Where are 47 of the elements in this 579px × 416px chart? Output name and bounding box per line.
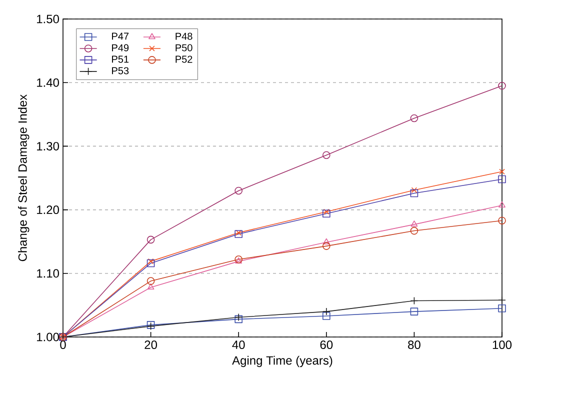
point — [498, 304, 506, 312]
x-tick-label: 0 — [60, 340, 66, 350]
x-tick-label: 40 — [232, 340, 245, 350]
point — [410, 220, 418, 227]
x-tick-label: 80 — [408, 340, 420, 350]
point — [410, 226, 418, 235]
point — [147, 283, 154, 290]
point — [410, 296, 418, 305]
x-tick-label: 60 — [320, 340, 333, 350]
point — [322, 210, 330, 218]
point — [322, 242, 330, 250]
point — [410, 308, 418, 316]
x-tick-label: 100 — [492, 340, 512, 350]
point — [146, 236, 155, 244]
point — [498, 175, 506, 184]
point — [411, 187, 418, 193]
x-tick-label: 20 — [144, 340, 158, 350]
x-axis-title: Aging Time (years) — [232, 356, 332, 368]
legend-label: P52 — [176, 56, 192, 63]
point — [322, 151, 330, 160]
legend-label: P51 — [112, 56, 129, 63]
legend-label: P47 — [112, 32, 129, 40]
point — [498, 216, 506, 225]
point — [410, 114, 418, 122]
legend-label: P50 — [176, 44, 192, 52]
point — [498, 82, 506, 90]
y-tick-label: 1.20 — [37, 206, 60, 214]
point — [234, 186, 243, 195]
point — [324, 208, 330, 215]
y-tick-label: 1.40 — [37, 78, 60, 87]
point — [498, 201, 506, 208]
point — [499, 168, 505, 175]
point — [322, 238, 330, 244]
y-tick-label: 1.50 — [37, 14, 60, 24]
point — [148, 258, 154, 264]
point — [410, 189, 418, 198]
point — [322, 312, 330, 320]
point — [146, 259, 155, 268]
y-axis-title: Change of Steel Damage Index — [18, 94, 30, 262]
legend-label: P53 — [112, 67, 129, 74]
point — [146, 277, 155, 285]
y-tick-label: 1.30 — [37, 142, 60, 150]
point — [498, 296, 506, 304]
legend-label: P49 — [112, 44, 129, 52]
y-tick-label: 1.00 — [37, 332, 60, 342]
legend-label: P48 — [176, 32, 192, 40]
y-tick-label: 1.10 — [37, 269, 60, 278]
